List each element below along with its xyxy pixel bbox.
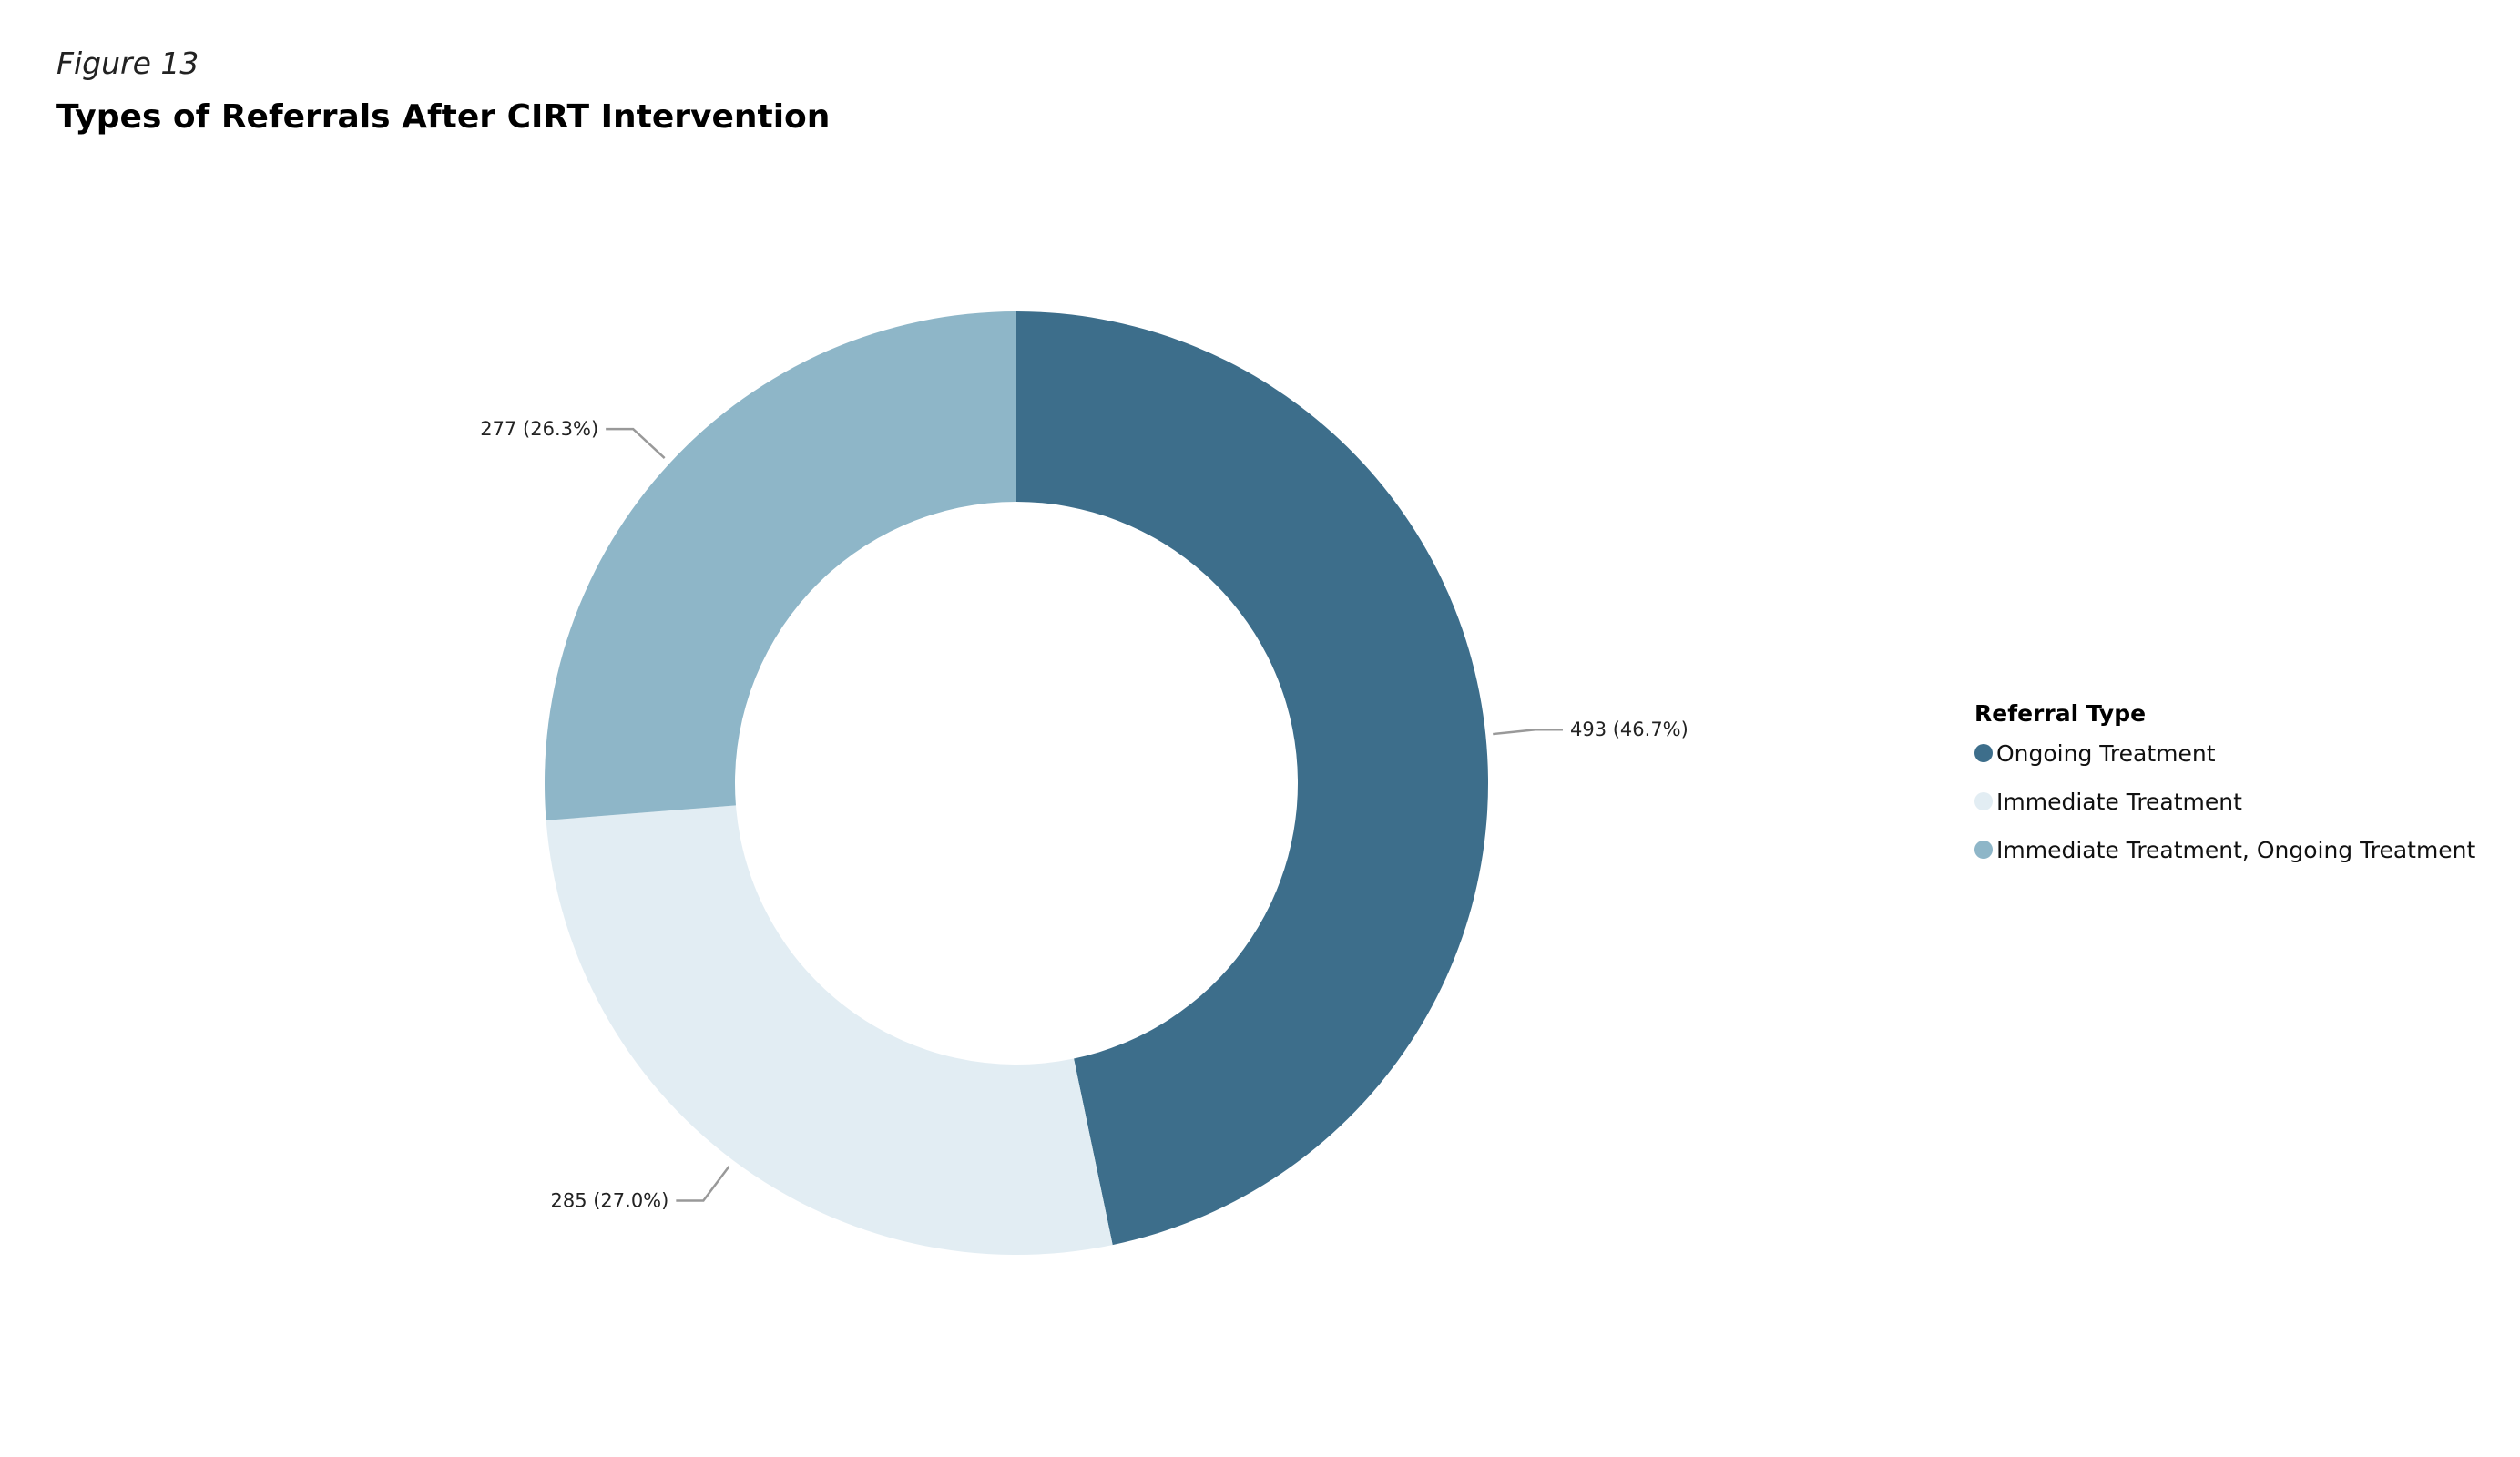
slice-0[interactable] xyxy=(1016,311,1489,1246)
legend-item-0[interactable]: Ongoing Treatment xyxy=(1996,740,2216,767)
legend: Referral Type Ongoing Treatment Immediate … xyxy=(1974,700,2476,863)
chart-title: Types of Referrals After CIRT Interventi… xyxy=(56,98,831,136)
legend-marker-2 xyxy=(1974,841,1993,859)
legend-marker-1 xyxy=(1974,792,1993,810)
slice-2[interactable] xyxy=(545,311,1016,820)
data-label-0: 493 (46.7%) xyxy=(1570,718,1689,740)
leader-line-2 xyxy=(606,427,666,459)
legend-item-2[interactable]: Immediate Treatment, Ongoing Treatment xyxy=(1996,837,2476,863)
slice-1[interactable] xyxy=(546,805,1113,1255)
leader-line-1 xyxy=(676,1166,730,1202)
data-label-1: 285 (27.0%) xyxy=(550,1190,668,1212)
figure-label: Figure 13 xyxy=(56,46,199,81)
legend-title: Referral Type xyxy=(1974,700,2146,727)
legend-marker-0 xyxy=(1974,744,1993,762)
leader-line-0 xyxy=(1493,728,1563,736)
data-label-2: 277 (26.3%) xyxy=(480,418,598,440)
legend-item-1[interactable]: Immediate Treatment xyxy=(1996,789,2242,815)
